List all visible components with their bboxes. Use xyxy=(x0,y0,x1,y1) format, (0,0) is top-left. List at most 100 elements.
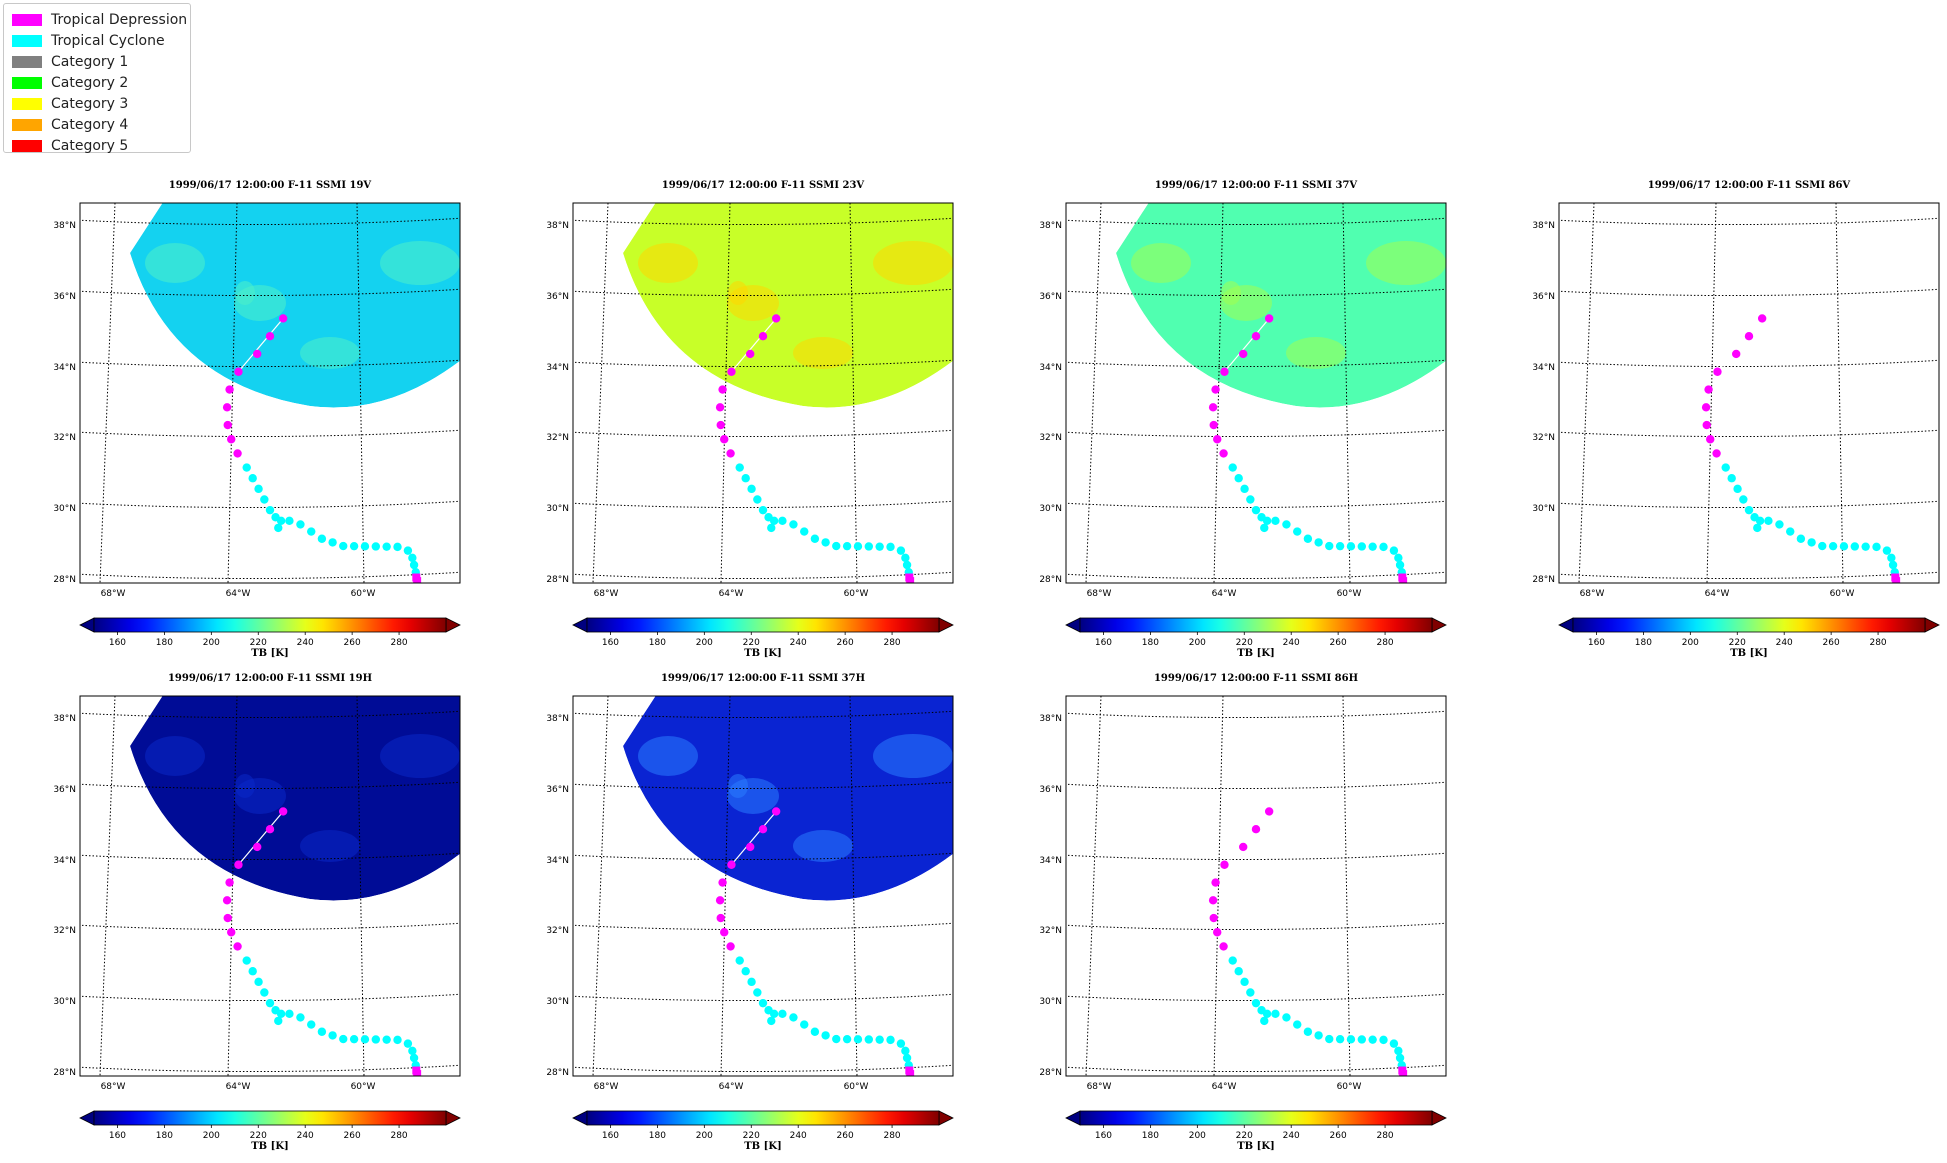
track-point-tropical-depression xyxy=(1757,314,1767,323)
x-tick-label: 64°W xyxy=(1212,1082,1237,1092)
y-tick-label: 32°N xyxy=(1039,433,1062,443)
track-point-tropical-cyclone xyxy=(276,516,286,526)
map-panel-37v: 1999/06/17 12:00:00 F-11 SSMI 37V 38°N 36°… xyxy=(986,180,1447,670)
colorbar-label: TB [K] xyxy=(1237,648,1275,659)
track-point-tropical-depression xyxy=(227,928,236,937)
track-point-tropical-depression xyxy=(278,314,288,323)
track-point-tropical-cyclone xyxy=(853,542,863,551)
track-point-tropical-depression xyxy=(1209,913,1218,923)
map-frame xyxy=(79,202,461,584)
y-tick-label: 34°N xyxy=(53,363,76,373)
track-point-tropical-cyclone xyxy=(1882,546,1892,555)
meridian-gridline xyxy=(1578,203,1595,583)
track-point-tropical-cyclone xyxy=(274,1016,283,1026)
track-point-tropical-cyclone xyxy=(896,1039,906,1048)
track-point-tropical-cyclone xyxy=(1394,1046,1403,1056)
track-point-tropical-cyclone xyxy=(260,495,269,504)
track-point-tropical-depression xyxy=(225,385,234,394)
track-point-tropical-depression xyxy=(716,420,725,430)
track-end-point xyxy=(1399,1070,1408,1076)
y-tick-label: 28°N xyxy=(546,1068,569,1078)
track-point-tropical-depression xyxy=(1208,403,1218,412)
track-point-tropical-cyclone xyxy=(408,553,417,563)
track-point-tropical-cyclone xyxy=(902,560,912,570)
x-tick-label: 64°W xyxy=(1705,589,1730,599)
track-point-tropical-cyclone xyxy=(1818,541,1827,551)
track-line xyxy=(731,811,777,866)
swath-area xyxy=(1116,203,1446,408)
y-tick-label: 38°N xyxy=(1039,714,1062,724)
swath-texture xyxy=(638,736,698,776)
track-point-tropical-cyclone xyxy=(296,1013,305,1022)
colorbar-extend-max xyxy=(938,1110,954,1126)
swath-area xyxy=(130,203,460,408)
track-point-tropical-depression xyxy=(1220,860,1229,869)
y-tick-label: 38°N xyxy=(53,221,76,231)
x-tick-label: 68°W xyxy=(1580,589,1605,599)
y-tick-label: 36°N xyxy=(1039,292,1062,302)
y-tick-label: 34°N xyxy=(1532,363,1555,373)
legend-swatch xyxy=(12,118,42,131)
colorbar-extend-max xyxy=(1924,617,1940,633)
track-point-tropical-cyclone xyxy=(1786,527,1795,536)
legend-item: Category 1 xyxy=(4,51,190,72)
track-point-tropical-depression xyxy=(727,367,736,376)
track-point-tropical-depression xyxy=(1251,825,1261,834)
swath-texture xyxy=(1366,241,1446,285)
track-end-point xyxy=(906,577,915,583)
colorbar-label: TB [K] xyxy=(1730,648,1768,659)
track-point-tropical-depression xyxy=(715,403,725,412)
meridian-gridline xyxy=(1342,203,1351,583)
track-point-tropical-cyclone xyxy=(769,516,779,526)
track-point-tropical-cyclone xyxy=(735,463,744,472)
map-plot: 38°N 36°N 34°N 32°N 30°N 28°N 68°W 64°W 60°W 160 1… xyxy=(1532,202,1940,648)
meridian-gridline xyxy=(1706,203,1717,583)
track-point-tropical-cyclone xyxy=(1314,538,1323,547)
colorbar-tick-label: 160 xyxy=(109,1131,126,1141)
map-frame xyxy=(572,695,954,1077)
x-tick-label: 68°W xyxy=(1087,589,1112,599)
track-point-tropical-cyclone xyxy=(317,1027,327,1036)
colorbar-label: TB [K] xyxy=(744,1141,782,1152)
track-point-tropical-cyclone xyxy=(382,1035,391,1044)
colorbar-tick-label: 280 xyxy=(1869,638,1886,648)
track-point-tropical-cyclone xyxy=(1861,542,1870,551)
colorbar-tick-label: 260 xyxy=(344,638,361,648)
swath-texture xyxy=(300,830,360,862)
legend-item: Category 5 xyxy=(4,135,190,156)
swath-texture xyxy=(638,243,698,283)
track-point-tropical-cyclone xyxy=(758,998,768,1008)
y-tick-label: 38°N xyxy=(546,221,569,231)
track-point-tropical-cyclone xyxy=(853,1035,863,1044)
track-point-tropical-depression xyxy=(1211,385,1220,394)
meridian-gridline xyxy=(1085,696,1102,1076)
track-point-tropical-depression xyxy=(726,942,735,951)
track-point-tropical-cyclone xyxy=(1733,484,1742,494)
track-point-tropical-depression xyxy=(1239,842,1248,852)
track-point-tropical-depression xyxy=(720,435,729,444)
track-point-tropical-cyclone xyxy=(1739,495,1748,504)
colorbar xyxy=(1079,617,1433,633)
meridian-gridline xyxy=(849,203,858,583)
y-tick-label: 30°N xyxy=(1532,504,1555,514)
track-point-tropical-depression xyxy=(758,825,768,834)
track-point-tropical-cyclone xyxy=(800,527,809,536)
meridian-gridline xyxy=(99,203,116,583)
track-end-point xyxy=(1399,577,1408,583)
track-point-tropical-cyclone xyxy=(1262,516,1272,526)
y-tick-label: 32°N xyxy=(546,433,569,443)
track-point-tropical-cyclone xyxy=(1727,474,1736,483)
swath-area xyxy=(623,203,953,408)
track-point-tropical-cyclone xyxy=(741,474,750,483)
swath-texture xyxy=(1221,281,1241,305)
y-tick-label: 30°N xyxy=(546,504,569,514)
track-point-tropical-cyclone xyxy=(842,1034,852,1044)
legend-label: Category 1 xyxy=(51,53,129,70)
legend-label: Category 2 xyxy=(51,74,129,91)
y-tick-label: 30°N xyxy=(53,997,76,1007)
colorbar xyxy=(93,1110,447,1126)
track-point-tropical-cyclone xyxy=(832,1034,841,1044)
track-point-tropical-depression xyxy=(771,807,781,816)
track-point-tropical-cyclone xyxy=(1395,560,1405,570)
map-frame xyxy=(1065,202,1447,584)
